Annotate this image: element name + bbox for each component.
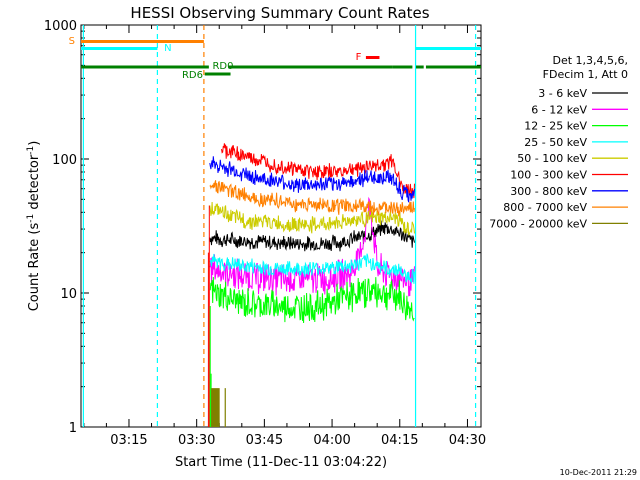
rd0-bar bbox=[425, 65, 481, 69]
x-tick-label: 03:15 bbox=[110, 433, 147, 448]
high-energy-bar bbox=[224, 388, 226, 427]
rd0-bar bbox=[392, 65, 413, 69]
legend-label: 6 - 12 keV bbox=[531, 103, 587, 116]
legend-label: 300 - 800 keV bbox=[510, 185, 587, 198]
series-line bbox=[221, 143, 415, 199]
flare-bar bbox=[365, 56, 380, 59]
legend-label: 800 - 7000 keV bbox=[503, 201, 587, 214]
series-line bbox=[209, 180, 415, 217]
chart-title: HESSI Observing Summary Count Rates bbox=[130, 4, 429, 22]
rd0-label: RD0 bbox=[212, 61, 233, 72]
legend: Det 1,3,4,5,6, FDecim 1, Att 0 3 - 6 keV… bbox=[489, 54, 628, 230]
high-energy-bar bbox=[211, 388, 220, 427]
y-tick-label: 1000 bbox=[44, 19, 77, 34]
legend-label: 7000 - 20000 keV bbox=[489, 217, 587, 230]
series-line bbox=[209, 253, 415, 284]
saa-bar bbox=[81, 40, 204, 43]
night-bar bbox=[81, 47, 158, 50]
rd6-bar bbox=[204, 72, 231, 76]
timestamp: 10-Dec-2011 21:29 bbox=[560, 468, 637, 477]
legend-title-line-2: FDecim 1, Att 0 bbox=[543, 68, 628, 81]
x-tick-label: 03:30 bbox=[178, 433, 215, 448]
legend-label: 100 - 300 keV bbox=[510, 169, 587, 182]
x-tick-label: 04:15 bbox=[381, 433, 418, 448]
night-label: N bbox=[164, 43, 171, 54]
y-axis-label: Count Rate (s-1 detector-1) bbox=[26, 141, 42, 312]
status-bars: S N RD0 RD6 F bbox=[69, 36, 481, 81]
y-axis-ticks: 1 10 100 1000 bbox=[44, 19, 481, 436]
rd0-bar bbox=[228, 65, 393, 69]
saa-label: S bbox=[69, 36, 75, 47]
series-line bbox=[209, 156, 415, 203]
series-line bbox=[209, 220, 415, 252]
legend-title-line-1: Det 1,3,4,5,6, bbox=[552, 54, 628, 67]
rd6-label: RD6 bbox=[182, 70, 203, 81]
x-axis-label: Start Time (11-Dec-11 03:04:22) bbox=[175, 455, 387, 470]
flare-label: F bbox=[356, 52, 362, 63]
x-tick-label: 04:30 bbox=[449, 433, 486, 448]
plot-frame bbox=[80, 24, 482, 428]
series-line bbox=[209, 201, 415, 236]
series-line bbox=[209, 276, 415, 324]
legend-label: 25 - 50 keV bbox=[524, 136, 587, 149]
x-tick-label: 04:00 bbox=[313, 433, 350, 448]
night-bar bbox=[415, 47, 481, 50]
y-tick-label: 10 bbox=[60, 287, 77, 302]
y-tick-label: 100 bbox=[52, 153, 77, 168]
x-axis-ticks: 03:15 03:30 03:45 04:00 04:15 04:30 bbox=[83, 25, 486, 448]
x-tick-label: 03:45 bbox=[246, 433, 283, 448]
legend-label: 50 - 100 keV bbox=[517, 152, 587, 165]
y-tick-label: 1 bbox=[69, 421, 77, 436]
legend-label: 12 - 25 keV bbox=[524, 120, 587, 133]
rd0-bar bbox=[81, 65, 209, 69]
reference-lines bbox=[82, 25, 477, 427]
legend-label: 3 - 6 keV bbox=[538, 87, 587, 100]
rd0-bar bbox=[416, 65, 424, 69]
series-group bbox=[207, 143, 415, 427]
